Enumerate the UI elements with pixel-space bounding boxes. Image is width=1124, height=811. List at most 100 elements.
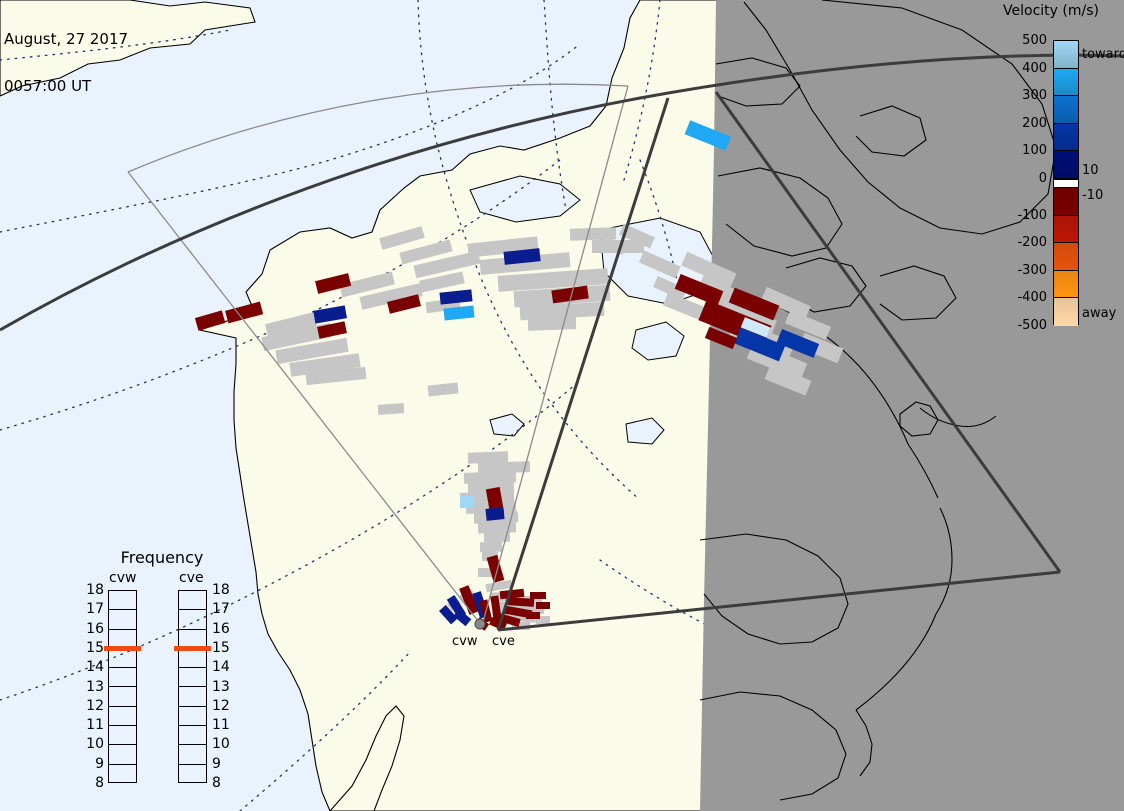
frequency-cell (109, 726, 136, 746)
frequency-cell (179, 745, 206, 765)
colorbar-away-label: away (1082, 306, 1117, 321)
colorbar-toward-label: toward (1082, 47, 1124, 62)
frequency-cell (109, 668, 136, 688)
frequency-tick-right-15: 15 (212, 639, 230, 656)
frequency-tick-right-13: 13 (212, 678, 230, 695)
frequency-cell (109, 649, 136, 669)
frequency-cell (109, 687, 136, 707)
frequency-cell (109, 591, 136, 611)
frequency-cell (179, 765, 206, 784)
timestamp-date: August, 27 2017 (4, 30, 129, 48)
frequency-tick-left-17: 17 (86, 601, 104, 618)
colorbar-segment-4 (1054, 151, 1078, 179)
radar-site-label-cvw: cvw (452, 634, 478, 649)
colorbar-tick-500: 500 (1022, 33, 1047, 48)
hudson-bay-south (631, 321, 685, 361)
colorbar-tick-0: 0 (1038, 171, 1047, 186)
radar-site-marker (474, 618, 486, 630)
colorbar-tick--200: -200 (1017, 235, 1047, 251)
colorbar-segment-8 (1054, 270, 1078, 299)
colorbar-tick--100: -100 (1017, 207, 1047, 223)
colorbar-segment-2 (1054, 96, 1078, 124)
frequency-cell (109, 610, 136, 630)
colorbar-segment-5 (1054, 188, 1078, 216)
frequency-cell (179, 687, 206, 707)
frequency-cell (179, 707, 206, 727)
frequency-cell (179, 649, 206, 669)
colorbar-tick--400: -400 (1017, 290, 1047, 306)
frequency-cell (109, 745, 136, 765)
fov-thick-arc (0, 53, 1124, 332)
velocity-legend-title: Velocity (m/s) (1003, 3, 1099, 19)
frequency-tick-left-10: 10 (86, 736, 104, 753)
frequency-cell (179, 668, 206, 688)
fov-thick-bottom-edge (497, 570, 1061, 632)
frequency-tick-right-11: 11 (212, 717, 230, 734)
graticule-parallel-2 (0, 29, 231, 61)
colorbar-segment-6 (1054, 215, 1078, 244)
graticule-parallel-1 (0, 43, 581, 233)
frequency-cell (179, 610, 206, 630)
velocity-colorbar-legend: Velocity (m/s) 500 400 300 200 100 0 -100 -200 -… (975, 0, 1124, 340)
siberia-landmass (0, 0, 256, 97)
frequency-legend: Frequency cvw cve 18 18 17 17 16 16 15 15 14 14 13 13… (82, 548, 242, 791)
timestamp-block: August, 27 2017 0057:00 UT (4, 1, 128, 125)
frequency-bar-cve (178, 590, 207, 783)
frequency-tick-left-8: 8 (95, 775, 104, 791)
colorbar-zero-gap (1054, 179, 1078, 188)
graticule-meridian-4 (239, 651, 411, 811)
frequency-tick-left-11: 11 (86, 717, 104, 734)
lake-winnipeg (625, 417, 665, 445)
frequency-tick-left-15: 15 (86, 639, 104, 656)
frequency-tick-right-10: 10 (212, 736, 230, 753)
frequency-tick-left-18: 18 (86, 582, 104, 598)
frequency-cell (109, 765, 136, 784)
graticule-parallel-5 (599, 559, 721, 633)
colorbar-segment-1 (1054, 68, 1078, 97)
colorbar-tick-400: 400 (1022, 60, 1047, 76)
colorbar-lower-threshold-label: -10 (1082, 188, 1104, 203)
colorbar-tick-100: 100 (1022, 143, 1047, 159)
frequency-tick-right-9: 9 (212, 755, 221, 772)
colorbar-tick-200: 200 (1022, 115, 1047, 131)
colorbar-segment-9 (1054, 298, 1078, 326)
radar-site-label-cve: cve (492, 634, 515, 649)
colorbar-tick--300: -300 (1017, 262, 1047, 278)
frequency-tick-right-8: 8 (212, 775, 221, 791)
fov-group (0, 53, 1124, 632)
frequency-cell (179, 591, 206, 611)
fov-thin-right-edge (481, 85, 629, 627)
graticule-parallel-4 (0, 383, 577, 701)
frequency-cell (179, 726, 206, 746)
colorbar-tick-300: 300 (1022, 88, 1047, 104)
colorbar-segment-0 (1054, 41, 1078, 69)
fov-thin-left-edge (127, 171, 483, 627)
frequency-tick-left-12: 12 (86, 697, 104, 714)
frequency-bar-cvw (108, 590, 137, 783)
frequency-tick-left-13: 13 (86, 678, 104, 695)
frequency-tick-right-18: 18 (212, 582, 230, 598)
colorbar-tick--500: -500 (1017, 318, 1047, 333)
graticule-meridian-2 (543, 0, 567, 211)
frequency-tick-right-17: 17 (212, 601, 230, 618)
frequency-tick-right-12: 12 (212, 697, 230, 714)
frequency-tick-left-9: 9 (95, 755, 104, 772)
frequency-cell (109, 707, 136, 727)
colorbar-segment-3 (1054, 123, 1078, 152)
night-coastline-group (699, 0, 1057, 801)
frequency-legend-title: Frequency (120, 548, 204, 567)
frequency-column-label-cvw: cvw (109, 570, 137, 586)
frequency-tick-left-16: 16 (86, 620, 104, 637)
fov-thin-arc (127, 83, 629, 173)
frequency-tick-right-16: 16 (212, 620, 230, 637)
graticule-meridian-3 (623, 0, 661, 181)
frequency-column-label-cve: cve (179, 570, 204, 586)
velocity-colorbar (1053, 40, 1079, 326)
colorbar-segment-7 (1054, 243, 1078, 271)
fov-thick-right-edge (714, 91, 1062, 573)
frequency-marker-cvw (104, 645, 141, 651)
frequency-tick-right-14: 14 (212, 659, 230, 676)
fov-thick-left-edge (496, 97, 670, 631)
